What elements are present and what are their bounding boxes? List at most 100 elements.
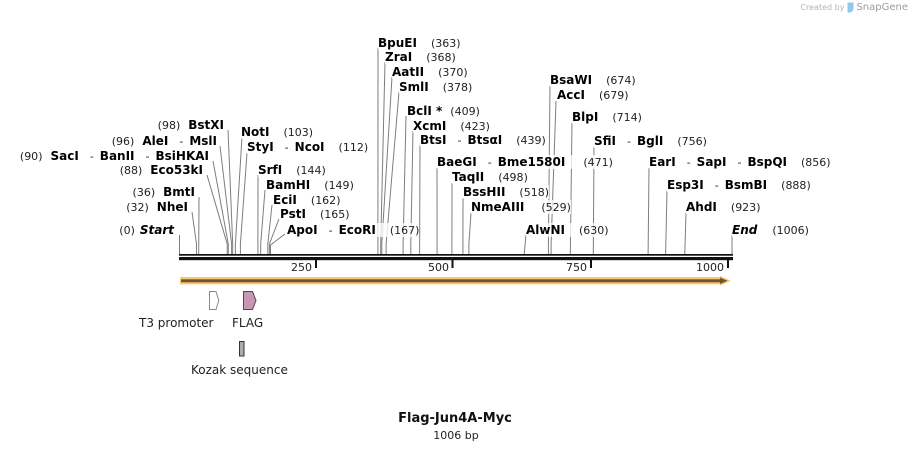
flag-label[interactable]: FLAG <box>232 316 264 330</box>
cut-line-acci <box>550 100 557 254</box>
site-position: 165 <box>320 208 350 222</box>
kozak-sequence-label[interactable]: Kozak sequence <box>191 363 288 377</box>
enzyme-name: Eco53kI <box>150 163 203 177</box>
site-position: 674 <box>606 74 636 88</box>
name-separator: - <box>714 179 719 192</box>
name-separator: - <box>457 134 462 147</box>
ruler-label-750: 750 <box>566 261 587 274</box>
enzyme-name: MslI <box>189 134 217 148</box>
enzyme-site-bsshii[interactable]: BssHII 518 <box>463 185 549 199</box>
enzyme-site-srfi[interactable]: SrfI 144 <box>258 163 326 177</box>
enzyme-site-nmeaiii[interactable]: NmeAIII 529 <box>471 200 571 214</box>
site-position: 167 <box>390 224 420 238</box>
enzyme-name: Bme1580I <box>497 155 566 169</box>
enzyme-site-apoi-ecori[interactable]: ApoI - EcoRI 167 <box>287 223 420 238</box>
enzyme-name: SacI <box>50 149 79 163</box>
enzyme-site-alei-msli[interactable]: 96 AleI - MslI <box>111 134 217 149</box>
enzyme-name: BclI * <box>407 104 443 118</box>
enzyme-name: NheI <box>156 200 188 214</box>
sequence-length: 1006 bp <box>433 429 479 442</box>
site-position: 90 <box>20 150 43 164</box>
site-position: 103 <box>284 126 314 140</box>
enzyme-site-btsi-btsai[interactable]: BtsI - BtsαI 439 <box>420 133 546 147</box>
ruler-tick-750 <box>590 260 592 268</box>
site-position: 630 <box>579 224 609 238</box>
enzyme-name: NmeAIII <box>471 200 525 214</box>
enzyme-site-taqii[interactable]: TaqII 498 <box>452 170 528 184</box>
enzyme-site-baegi-bme1580i[interactable]: BaeGI - Bme1580I 471 <box>437 155 613 169</box>
site-position: 370 <box>438 66 468 80</box>
enzyme-site-nhei[interactable]: 32 NheI <box>126 200 188 214</box>
enzyme-site-eari-sapi-bspqi[interactable]: EarI - SapI - BspQI 856 <box>649 155 831 169</box>
cut-line-ahdi <box>684 212 687 255</box>
end-label: End <box>732 223 758 237</box>
enzyme-site-bmti[interactable]: 36 BmtI <box>132 185 195 199</box>
enzyme-name: BstXI <box>188 118 224 132</box>
enzyme-site-noti[interactable]: NotI 103 <box>241 125 314 140</box>
site-position: 96 <box>112 135 135 149</box>
orf-arrow[interactable] <box>180 275 731 286</box>
ruler-tick-1000 <box>727 260 729 268</box>
enzyme-site-bsawi[interactable]: BsaWI 674 <box>550 73 636 87</box>
name-separator: - <box>737 156 742 169</box>
enzyme-site-bpuei[interactable]: BpuEI 363 <box>378 36 461 50</box>
enzyme-site-smli[interactable]: SmlI 378 <box>399 80 473 94</box>
enzyme-site-bcli[interactable]: BclI * 409 <box>407 104 480 118</box>
name-separator: - <box>686 156 691 169</box>
cut-line-nmeaiii <box>468 212 472 254</box>
enzyme-name: TaqII <box>452 170 485 184</box>
enzyme-site-eco53ki[interactable]: 88 Eco53kI <box>119 163 203 177</box>
enzyme-site-blpi[interactable]: BlpI 714 <box>572 110 642 124</box>
site-position: 923 <box>731 201 761 215</box>
enzyme-site-alwni[interactable]: AlwNI 630 <box>526 223 609 237</box>
enzyme-site-ahdi[interactable]: AhdI 923 <box>686 200 761 215</box>
site-position: 368 <box>426 51 456 65</box>
enzyme-name: SapI <box>696 155 727 169</box>
enzyme-site-ecii[interactable]: EciI 162 <box>273 193 341 207</box>
enzyme-name: BssHII <box>463 185 506 199</box>
enzyme-name: BamHI <box>266 178 311 192</box>
enzyme-site-styi-ncoi[interactable]: StyI - NcoI 112 <box>247 140 369 154</box>
t3-promoter-feature-arrow[interactable] <box>209 291 220 310</box>
enzyme-name: AatII <box>392 65 425 79</box>
name-separator: - <box>89 150 94 163</box>
enzyme-name: SrfI <box>258 163 283 177</box>
enzyme-name: BpuEI <box>378 36 417 50</box>
name-separator: - <box>487 156 492 169</box>
start-label: Start <box>139 223 174 237</box>
enzyme-site-zrai[interactable]: ZraI 368 <box>385 50 456 64</box>
site-position: 439 <box>516 134 546 148</box>
cut-line-alwni <box>523 234 527 255</box>
cut-line-noti <box>234 136 243 254</box>
enzyme-name: NotI <box>241 125 270 139</box>
enzyme-site-xcmi[interactable]: XcmI 423 <box>413 119 490 133</box>
enzyme-name: NcoI <box>294 140 325 154</box>
kozak-sequence-feature[interactable] <box>239 341 245 357</box>
flag-feature-arrow[interactable] <box>243 291 257 310</box>
enzyme-site-aatii[interactable]: AatII 370 <box>392 65 468 79</box>
enzyme-name: BaeGI <box>437 155 477 169</box>
enzyme-site-bamhi[interactable]: BamHI 149 <box>266 178 354 192</box>
cut-line-aatii <box>381 76 393 254</box>
enzyme-name: AlwNI <box>526 223 565 237</box>
cut-line-psti <box>268 218 280 254</box>
enzyme-site-esp3i-bsmbi[interactable]: Esp3I - BsmBI 888 <box>667 178 811 192</box>
enzyme-site-sfii-bgli[interactable]: SfiI - BglI 756 <box>594 134 707 148</box>
sequence-start-marker[interactable]: 0 Start <box>119 223 174 237</box>
enzyme-site-psti[interactable]: PstI 165 <box>280 207 350 221</box>
site-position: 714 <box>612 111 642 125</box>
enzyme-site-bstxi[interactable]: 98 BstXI <box>157 118 224 132</box>
watermark: Created by SnapGene <box>800 1 908 14</box>
site-position: 856 <box>801 156 831 170</box>
site-position: 149 <box>324 179 354 193</box>
enzyme-name: AccI <box>557 88 585 102</box>
site-position: 409 <box>450 105 480 119</box>
watermark-brand: SnapGene <box>856 2 908 13</box>
t3-promoter-label[interactable]: T3 promoter <box>139 316 214 330</box>
enzyme-site-saci-banii-bsihkai[interactable]: 90 SacI - BanII - BsiHKAI <box>19 149 209 164</box>
site-position: 529 <box>541 201 571 215</box>
sequence-end-marker[interactable]: End 1006 <box>732 223 809 237</box>
enzyme-name: EciI <box>273 193 297 207</box>
enzyme-site-acci[interactable]: AccI 679 <box>557 88 629 102</box>
